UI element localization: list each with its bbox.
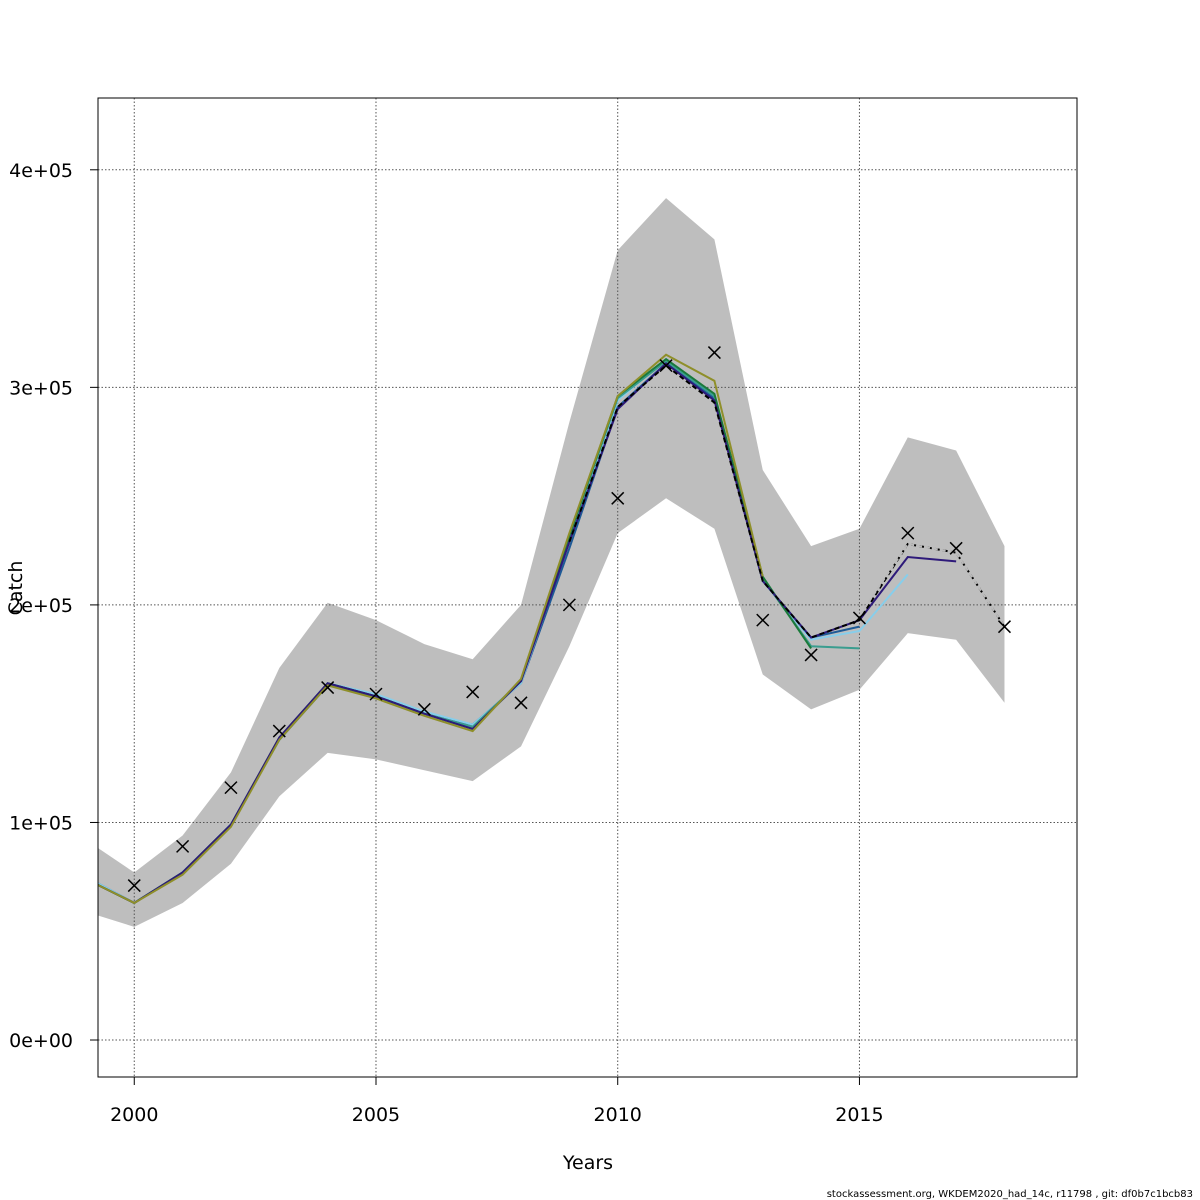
observation-points-layer xyxy=(127,346,1012,893)
observation-marker xyxy=(611,491,625,505)
y-tick-label: 1e+05 xyxy=(9,812,73,834)
observation-marker xyxy=(272,724,286,738)
grid-layer xyxy=(98,98,1077,1077)
y-tick-label: 2e+05 xyxy=(9,595,73,617)
y-tick-label: 4e+05 xyxy=(9,160,73,182)
observation-marker xyxy=(901,526,915,540)
confidence-band xyxy=(98,198,1005,927)
observation-marker xyxy=(321,681,335,695)
confidence-band-layer xyxy=(98,198,1005,927)
series-layer xyxy=(98,353,1006,905)
observation-marker xyxy=(127,879,141,893)
observation-marker xyxy=(659,359,673,373)
x-tick-label: 2005 xyxy=(352,1104,400,1126)
series-line-5 xyxy=(98,362,957,905)
observation-marker xyxy=(707,346,721,360)
y-axis-title: Catch xyxy=(5,561,27,616)
series-line-6 xyxy=(98,353,764,905)
observation-marker xyxy=(997,620,1012,634)
observation-marker xyxy=(466,685,480,699)
observation-marker xyxy=(852,611,866,625)
observation-marker xyxy=(514,696,528,710)
observation-marker xyxy=(176,839,190,853)
observation-marker xyxy=(369,687,383,701)
footer-credit: stockassessment.org, WKDEM2020_had_14c, … xyxy=(827,1189,1193,1200)
x-tick-label: 2000 xyxy=(110,1104,158,1126)
y-axis: 0e+00 1e+05 2e+05 3e+05 4e+05 xyxy=(9,160,98,1052)
y-tick-label: 3e+05 xyxy=(9,377,73,399)
observation-marker xyxy=(804,648,818,662)
plot-frame xyxy=(97,97,1078,1078)
observation-marker xyxy=(562,598,576,612)
series-line-7 xyxy=(568,364,1006,639)
y-tick-label: 0e+00 xyxy=(9,1030,73,1052)
observation-marker xyxy=(756,613,770,627)
x-axis: 2000 2005 2010 2015 xyxy=(110,1077,884,1126)
x-axis-title: Years xyxy=(562,1152,613,1174)
series-line-8 xyxy=(858,542,1006,628)
observation-marker xyxy=(224,781,238,795)
observation-marker xyxy=(949,541,963,555)
x-tick-label: 2010 xyxy=(594,1104,642,1126)
observation-marker xyxy=(417,702,431,716)
x-tick-label: 2015 xyxy=(835,1104,883,1126)
